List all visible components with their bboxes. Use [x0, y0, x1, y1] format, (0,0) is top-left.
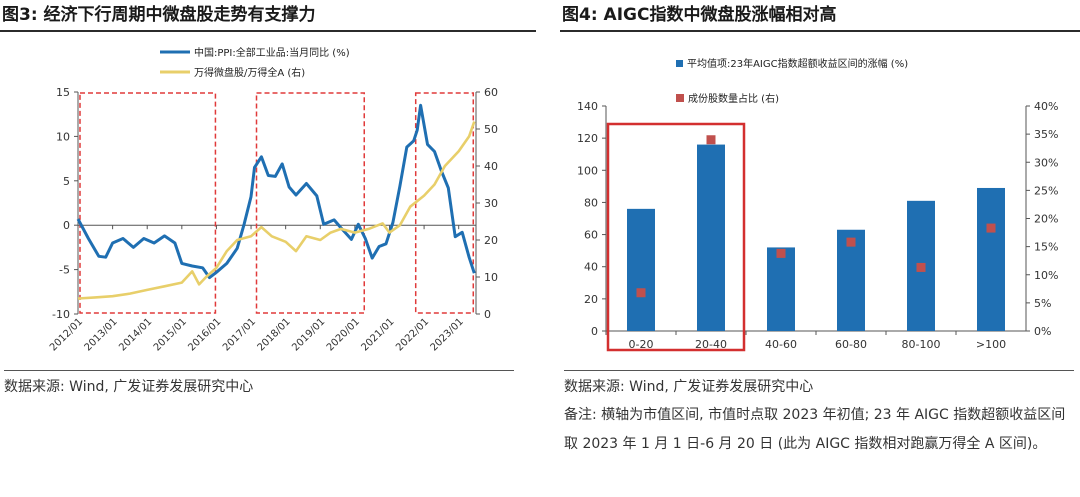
right-y-tick-label: 60 [484, 86, 498, 99]
left-y-tick-label: 0 [591, 325, 598, 338]
x-tick-label: 2017/01 [221, 316, 258, 353]
x-tick-label: 2019/01 [290, 316, 327, 353]
highlight-box-1 [79, 92, 217, 314]
aigc-marketcap-chart: 平均值项:23年AIGC指数超额收益区间的涨幅 (%) 成份股数量占比 (右) 0 2… [577, 57, 1058, 352]
left-y-tick-label: 140 [577, 100, 598, 113]
legend-label-1: 中国:PPI:全部工业品:当月同比 (%) [194, 46, 350, 59]
point-60-80 [846, 237, 856, 247]
left-y-tick-label: 80 [584, 196, 598, 209]
bar-0-20 [627, 208, 655, 331]
left-source: 数据来源: Wind, 广发证券发展研究中心 [4, 370, 514, 397]
x-tick-label: 2012/01 [48, 316, 85, 353]
right-note: 备注: 横轴为市值区间, 市值时点取 2023 年初值; 23 年 AIGC 指… [564, 407, 1066, 452]
right-y-tick-label: 20% [1034, 213, 1058, 226]
x-tick-label: 2018/01 [256, 316, 293, 353]
left-figure: 图3: 经济下行周期中微盘股走势有支撑力 中国:PPI:全部工业品:当月同比 (… [0, 0, 536, 395]
right-y-tick-label: 0 [484, 308, 491, 321]
left-y-tick-label: 60 [584, 229, 598, 242]
x-tick-label: 0-20 [629, 338, 654, 351]
series-line-1 [76, 103, 476, 280]
highlight-box-3 [414, 92, 475, 314]
highlight-box-2 [255, 92, 366, 314]
right-y-tick-label: 5% [1034, 297, 1051, 310]
bar-40-60 [767, 247, 795, 331]
x-tick-label: 2022/01 [394, 316, 431, 353]
point-20-40 [706, 135, 716, 145]
point-0-20 [636, 288, 646, 298]
left-y-tick-label: 120 [577, 132, 598, 145]
x-tick-label: 2015/01 [152, 316, 189, 353]
left-y-tick-label: 40 [584, 261, 598, 274]
left-y-tick-label: -10 [52, 308, 70, 321]
right-y-tick-label: 10 [484, 271, 498, 284]
right-y-tick-label: 15% [1034, 241, 1058, 254]
right-y-tick-label: 30% [1034, 156, 1058, 169]
right-y-tick-label: 50 [484, 123, 498, 136]
right-y-tick-label: 40 [484, 160, 498, 173]
point->100 [986, 223, 996, 233]
point-40-60 [776, 248, 786, 258]
right-y-tick-label: 25% [1034, 184, 1058, 197]
x-tick-label: 60-80 [835, 338, 867, 351]
right-y-tick-label: 10% [1034, 269, 1058, 282]
x-tick-label: 2016/01 [186, 316, 223, 353]
right-figure: 图4: AIGC指数中微盘股涨幅相对高 平均值项:23年AIGC指数超额收益区间… [560, 0, 1080, 452]
point-80-100 [916, 262, 926, 272]
legend-bar-swatch [676, 60, 683, 67]
right-y-tick-label: 30 [484, 197, 498, 210]
right-y-tick-label: 40% [1034, 100, 1058, 113]
right-source: 数据来源: Wind, 广发证券发展研究中心 [564, 379, 814, 395]
left-y-tick-label: 100 [577, 164, 598, 177]
bar-20-40 [697, 144, 725, 331]
highlight-box [606, 122, 746, 352]
left-y-tick-label: 10 [56, 130, 70, 143]
bar->100 [977, 187, 1005, 331]
left-y-tick-label: 5 [63, 175, 70, 188]
ppi-vs-microcap-chart: 中国:PPI:全部工业品:当月同比 (%) 万得微盘股/万得全A (右) -10 -5… [48, 46, 498, 353]
x-tick-label: 2021/01 [359, 316, 396, 353]
left-y-tick-label: 0 [63, 219, 70, 232]
x-tick-label: 20-40 [695, 338, 727, 351]
right-source-block: 数据来源: Wind, 广发证券发展研究中心 备注: 横轴为市值区间, 市值时点… [564, 370, 1074, 459]
x-tick-label: >100 [976, 338, 1006, 351]
legend-point-label: 成份股数量占比 (右) [688, 92, 779, 105]
left-y-tick-label: 20 [584, 293, 598, 306]
legend-bar-label: 平均值项:23年AIGC指数超额收益区间的涨幅 (%) [687, 57, 908, 70]
right-figure-title: 图4: AIGC指数中微盘股涨幅相对高 [560, 0, 1080, 32]
right-y-tick-label: 20 [484, 234, 498, 247]
x-tick-label: 2023/01 [429, 316, 466, 353]
left-y-tick-label: -5 [59, 264, 70, 277]
x-tick-label: 80-100 [902, 338, 941, 351]
x-tick-label: 2013/01 [83, 316, 120, 353]
right-y-tick-label: 0% [1034, 325, 1051, 338]
left-figure-title: 图3: 经济下行周期中微盘股走势有支撑力 [0, 0, 536, 32]
legend-label-2: 万得微盘股/万得全A (右) [194, 66, 305, 79]
series-line-2 [77, 121, 476, 300]
x-tick-label: 2014/01 [117, 316, 154, 353]
legend-point-swatch [676, 94, 684, 102]
x-tick-label: 2020/01 [325, 316, 362, 353]
x-tick-label: 40-60 [765, 338, 797, 351]
left-y-tick-label: 15 [56, 86, 70, 99]
right-y-tick-label: 35% [1034, 128, 1058, 141]
